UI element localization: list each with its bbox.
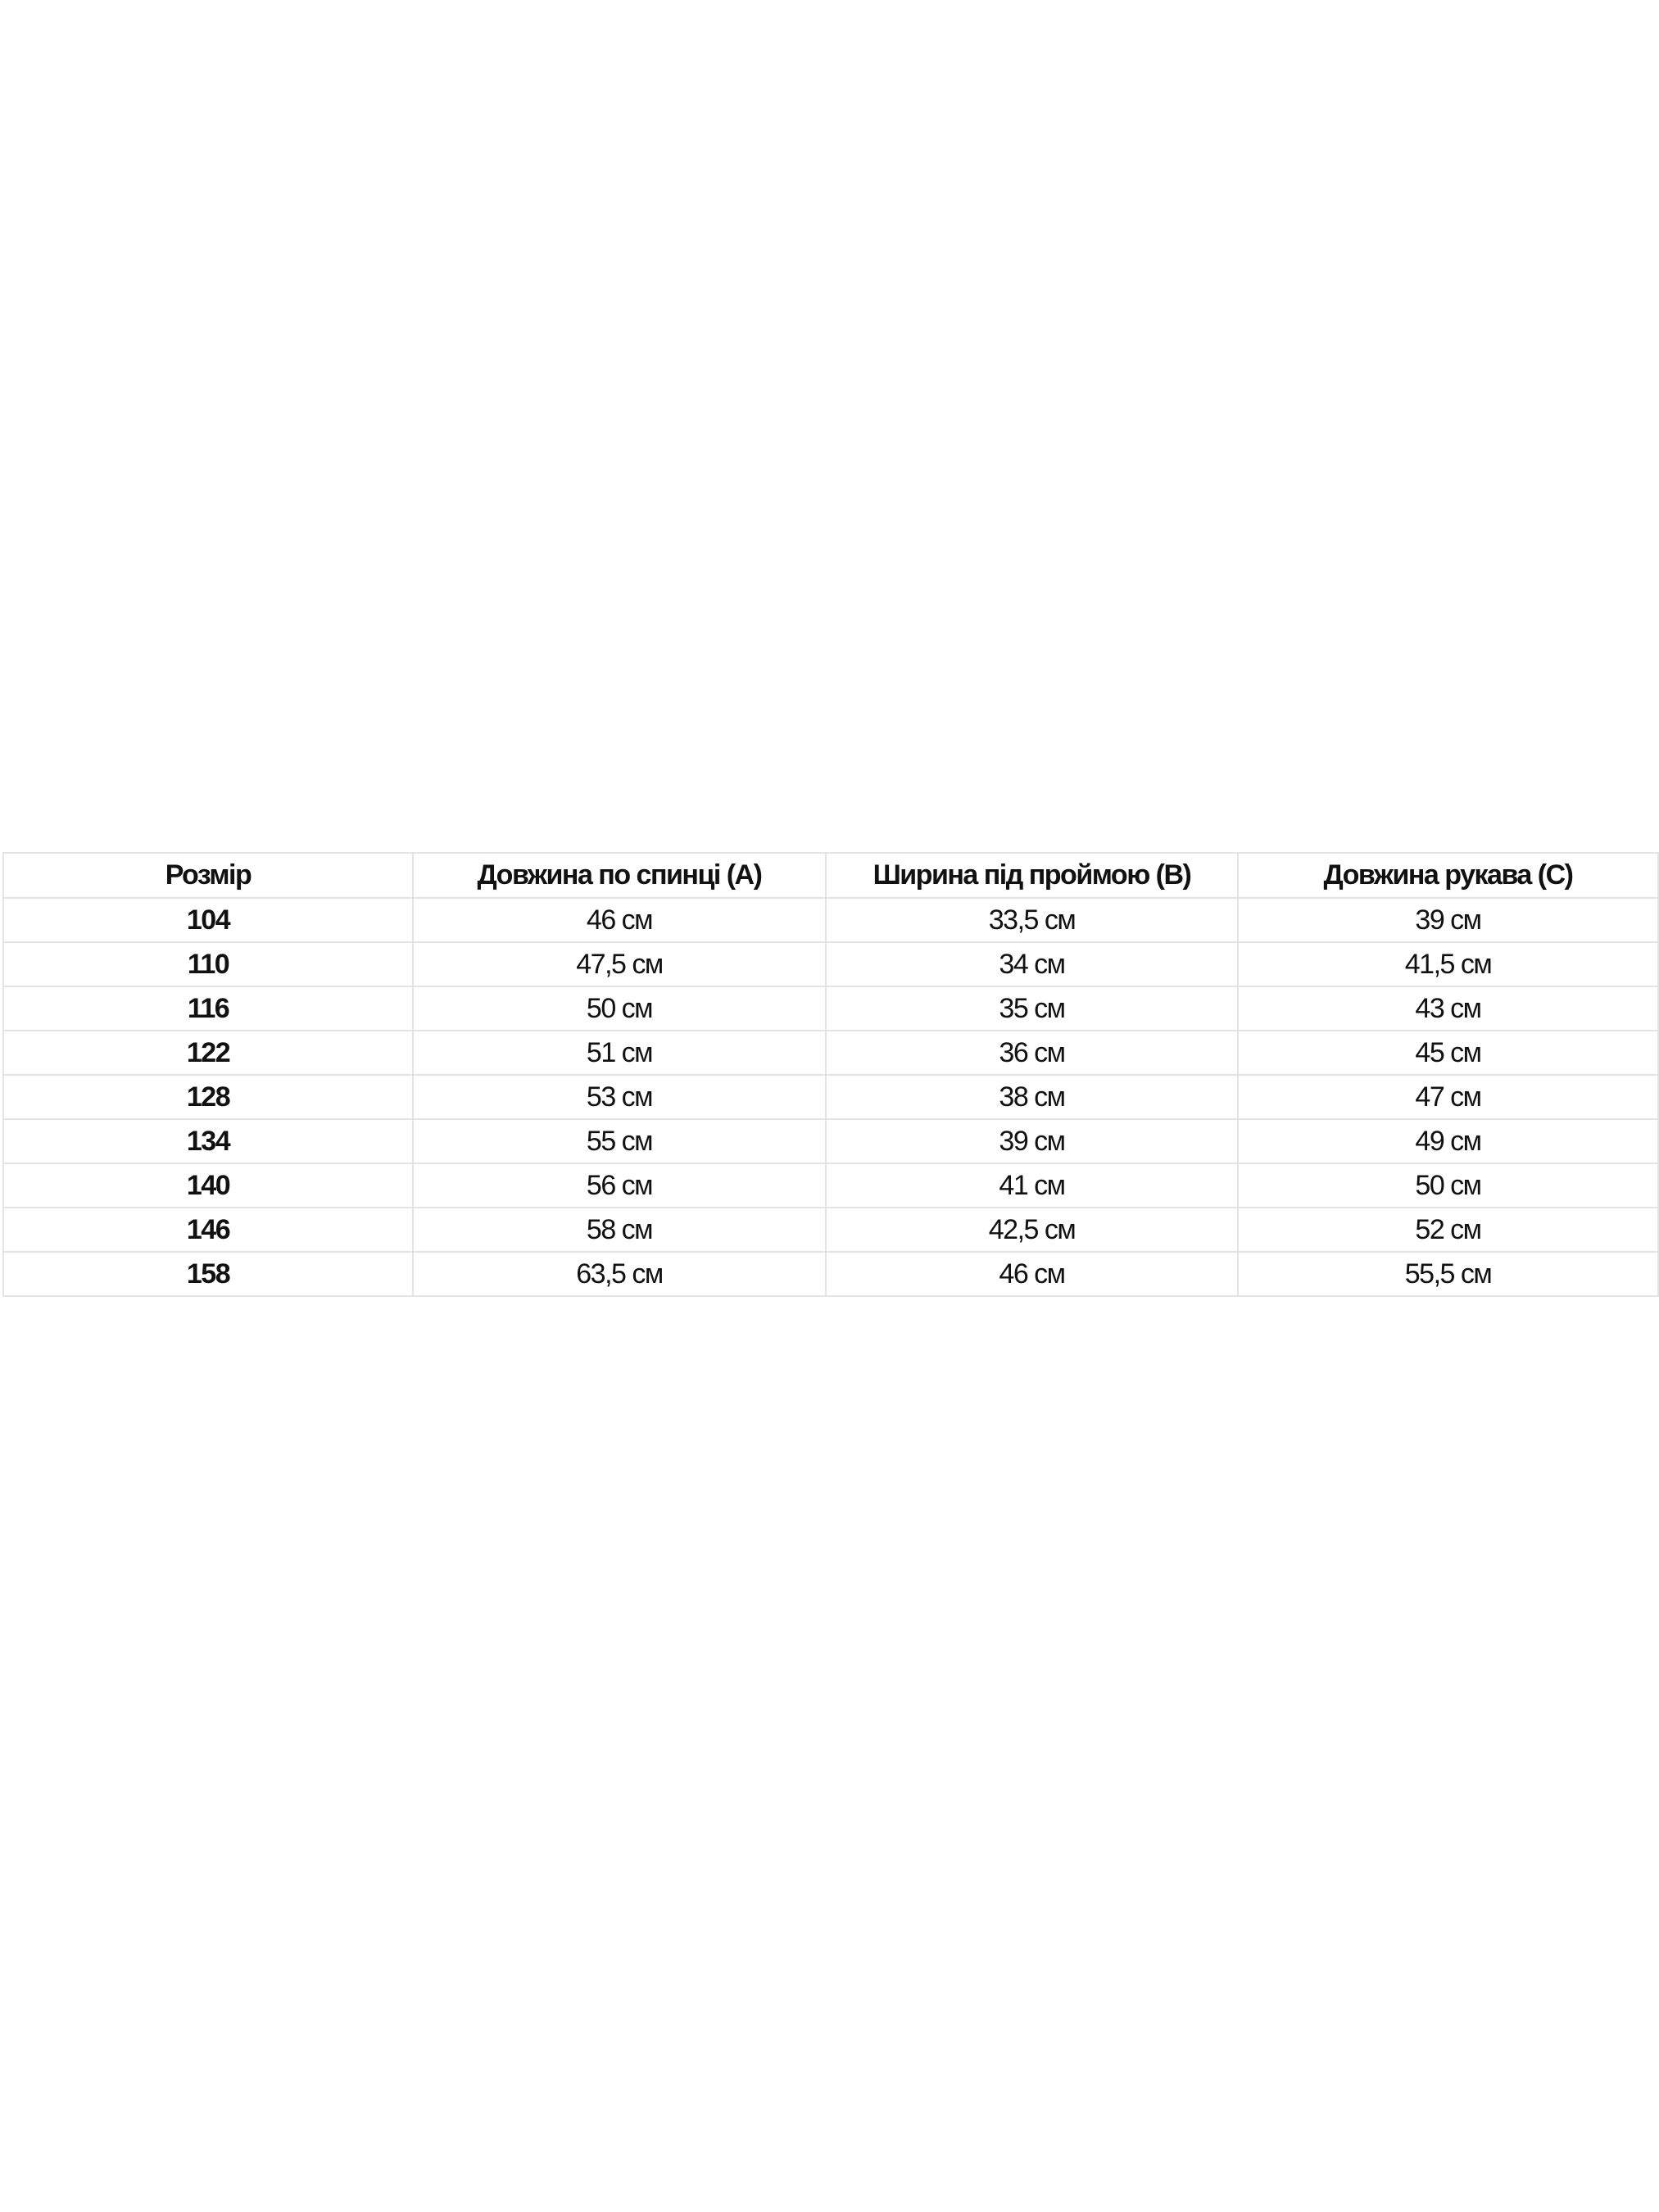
cell-back-length: 63,5 см <box>412 1251 827 1297</box>
cell-chest-width: 35 см <box>825 986 1239 1031</box>
cell-sleeve-length: 45 см <box>1237 1030 1659 1076</box>
cell-chest-width: 34 см <box>825 941 1239 987</box>
cell-sleeve-length: 55,5 см <box>1237 1251 1659 1297</box>
cell-chest-width: 39 см <box>825 1118 1239 1164</box>
table-row: 134 55 см 39 см 49 см <box>2 1118 1659 1164</box>
cell-size: 116 <box>2 986 414 1031</box>
cell-sleeve-length: 52 см <box>1237 1207 1659 1253</box>
header-back-length: Довжина по спинці (A) <box>412 852 827 899</box>
table-row: 140 56 см 41 см 50 см <box>2 1163 1659 1208</box>
cell-sleeve-length: 47 см <box>1237 1074 1659 1120</box>
cell-sleeve-length: 49 см <box>1237 1118 1659 1164</box>
cell-size: 104 <box>2 897 414 943</box>
table-row: 122 51 см 36 см 45 см <box>2 1030 1659 1076</box>
cell-chest-width: 42,5 см <box>825 1207 1239 1253</box>
cell-size: 140 <box>2 1163 414 1208</box>
cell-chest-width: 46 см <box>825 1251 1239 1297</box>
cell-sleeve-length: 43 см <box>1237 986 1659 1031</box>
table-row: 158 63,5 см 46 см 55,5 см <box>2 1251 1659 1297</box>
header-row: Розмір Довжина по спинці (A) Ширина під … <box>2 852 1659 899</box>
cell-back-length: 46 см <box>412 897 827 943</box>
cell-size: 134 <box>2 1118 414 1164</box>
cell-chest-width: 41 см <box>825 1163 1239 1208</box>
table-row: 116 50 см 35 см 43 см <box>2 986 1659 1031</box>
cell-sleeve-length: 41,5 см <box>1237 941 1659 987</box>
size-chart-table: Розмір Довжина по спинці (A) Ширина під … <box>2 852 1659 1297</box>
cell-size: 146 <box>2 1207 414 1253</box>
cell-size: 110 <box>2 941 414 987</box>
header-chest-width: Ширина під проймою (B) <box>825 852 1239 899</box>
cell-back-length: 50 см <box>412 986 827 1031</box>
cell-back-length: 55 см <box>412 1118 827 1164</box>
cell-size: 158 <box>2 1251 414 1297</box>
header-size: Розмір <box>2 852 414 899</box>
table-row: 146 58 см 42,5 см 52 см <box>2 1207 1659 1253</box>
cell-size: 122 <box>2 1030 414 1076</box>
cell-back-length: 58 см <box>412 1207 827 1253</box>
cell-sleeve-length: 50 см <box>1237 1163 1659 1208</box>
table-row: 128 53 см 38 см 47 см <box>2 1074 1659 1120</box>
table-row: 104 46 см 33,5 см 39 см <box>2 897 1659 943</box>
cell-chest-width: 36 см <box>825 1030 1239 1076</box>
cell-size: 128 <box>2 1074 414 1120</box>
cell-chest-width: 38 см <box>825 1074 1239 1120</box>
table-row: 110 47,5 см 34 см 41,5 см <box>2 941 1659 987</box>
cell-back-length: 51 см <box>412 1030 827 1076</box>
cell-back-length: 53 см <box>412 1074 827 1120</box>
header-sleeve-length: Довжина рукава (C) <box>1237 852 1659 899</box>
cell-back-length: 47,5 см <box>412 941 827 987</box>
cell-chest-width: 33,5 см <box>825 897 1239 943</box>
cell-back-length: 56 см <box>412 1163 827 1208</box>
cell-sleeve-length: 39 см <box>1237 897 1659 943</box>
